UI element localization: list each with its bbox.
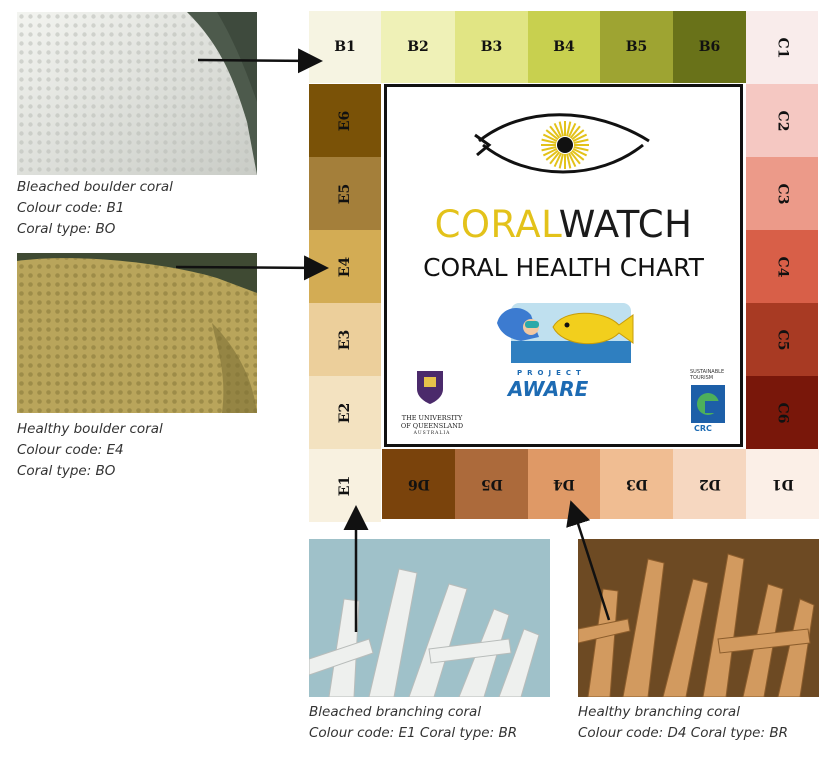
uq-crest-icon: [417, 371, 443, 404]
sustainable-tourism-logo-icon: [691, 385, 725, 423]
healthy-boulder-caption: Healthy boulder coral Colour code: E4 Co…: [17, 419, 163, 482]
caption-line: Colour code: E1 Coral type: BR: [309, 725, 518, 741]
sun-ray: [541, 146, 557, 152]
healthy-branching-caption: Healthy branching coral Colour code: D4 …: [578, 702, 788, 744]
sun-ray: [566, 121, 572, 137]
sun-ray: [553, 122, 562, 138]
bleached-boulder-caption: Bleached boulder coral Colour code: B1 C…: [17, 177, 173, 240]
eye-logo-icon: [474, 113, 650, 174]
bleached-branching-caption: Bleached branching coral Colour code: E1…: [309, 702, 517, 744]
sun-ray: [572, 133, 588, 142]
sun-ray: [545, 129, 559, 141]
swatch-e5: E5: [309, 157, 381, 230]
caption-line: Bleached boulder coral: [17, 179, 173, 195]
sun-ray: [542, 133, 558, 142]
project-aware-aware-label: AWARE: [508, 377, 589, 401]
swatch-c2: C2: [746, 84, 818, 157]
sun-ray: [573, 138, 589, 144]
swatch-d2: D2: [673, 449, 746, 519]
swatch-b4: B4: [528, 11, 600, 83]
coral-health-chart-panel: CORALWATCH CORAL HEALTH CHART PROJECT AW…: [384, 84, 743, 447]
st-line-2: TOURISM: [690, 374, 714, 381]
healthy-boulder-coral-photo: [17, 253, 257, 413]
uq-line-2: OF QUEENSLAND: [400, 421, 464, 430]
caption-line: Coral type: BO: [17, 463, 116, 479]
swatch-e2: E2: [309, 376, 381, 449]
sun-ray: [568, 122, 577, 138]
sun-ray: [571, 129, 585, 141]
bleached-boulder-coral-photo: [17, 12, 257, 175]
arrow-healthy-branching-to-d4: [566, 500, 611, 621]
swatch-e6: E6: [309, 84, 381, 157]
sustainable-tourism-text: SUSTAINABLE TOURISM: [690, 369, 730, 381]
caption-line: Healthy boulder coral: [17, 421, 163, 437]
project-aware-project-label: PROJECT: [517, 369, 586, 377]
sun-ray: [549, 125, 561, 139]
crc-label: CRC: [694, 424, 712, 433]
swatch-d5: D5: [455, 449, 528, 519]
healthy-branching-coral-photo: [578, 539, 819, 697]
swatch-label: B1: [334, 39, 356, 55]
swatch-b6: B6: [673, 11, 746, 83]
uq-logo-text: THE UNIVERSITY OF QUEENSLAND AUSTRALIA: [393, 414, 471, 438]
caption-line: Colour code: D4 Coral type: BR: [578, 725, 788, 741]
swatch-c6: C6: [746, 376, 818, 449]
arrow-healthy-boulder-to-e4: [175, 255, 329, 281]
uq-line-1: THE UNIVERSITY: [401, 414, 463, 422]
swatch-d6: D6: [382, 449, 455, 519]
swatch-c4: C4: [746, 230, 818, 303]
sun-ray: [553, 152, 562, 168]
sun-ray: [568, 152, 577, 168]
swatch-c5: C5: [746, 303, 818, 376]
caption-line: Colour code: B1: [17, 200, 125, 216]
sun-ray: [569, 151, 581, 165]
sun-ray: [558, 153, 564, 169]
sun-ray: [549, 151, 561, 165]
sun-ray: [572, 148, 588, 157]
chart-title: CORALWATCH: [387, 203, 740, 246]
swatch-e3: E3: [309, 303, 381, 376]
swatch-c1: C1: [746, 11, 818, 84]
chart-subtitle: CORAL HEALTH CHART: [423, 253, 704, 282]
sun-ray: [541, 138, 557, 144]
swatch-label: B5: [625, 39, 648, 55]
swatch-d1: D1: [746, 449, 819, 519]
sun-ray: [571, 149, 585, 161]
sun-ray: [558, 121, 564, 137]
sun-ray: [545, 149, 559, 161]
swatch-label: B2: [407, 39, 429, 55]
sun-ray: [566, 153, 572, 169]
chart-title-coral: CORAL: [434, 203, 559, 246]
chart-title-watch: WATCH: [558, 203, 693, 246]
swatch-label: B6: [698, 39, 721, 55]
swatch-d3: D3: [600, 449, 673, 519]
arrow-bleached-boulder-to-b1: [197, 48, 323, 74]
bleached-branching-coral-photo: [309, 539, 550, 697]
swatch-b2: B2: [381, 11, 455, 83]
sun-ray: [542, 148, 558, 157]
swatch-label: B3: [480, 39, 503, 55]
caption-line: Healthy branching coral: [578, 704, 740, 720]
caption-line: Bleached branching coral: [309, 704, 482, 720]
swatch-b3: B3: [455, 11, 528, 83]
swatch-b5: B5: [600, 11, 673, 83]
sun-ray: [569, 125, 581, 139]
swatch-c3: C3: [746, 157, 818, 230]
st-line-1: SUSTAINABLE: [690, 369, 725, 375]
swatch-label: B4: [553, 39, 575, 55]
caption-line: Coral type: BO: [17, 221, 116, 237]
sun-ray: [573, 146, 589, 152]
diver-fish-logo-icon: [497, 303, 634, 363]
caption-line: Colour code: E4: [17, 442, 124, 458]
uq-line-3: AUSTRALIA: [413, 431, 451, 436]
